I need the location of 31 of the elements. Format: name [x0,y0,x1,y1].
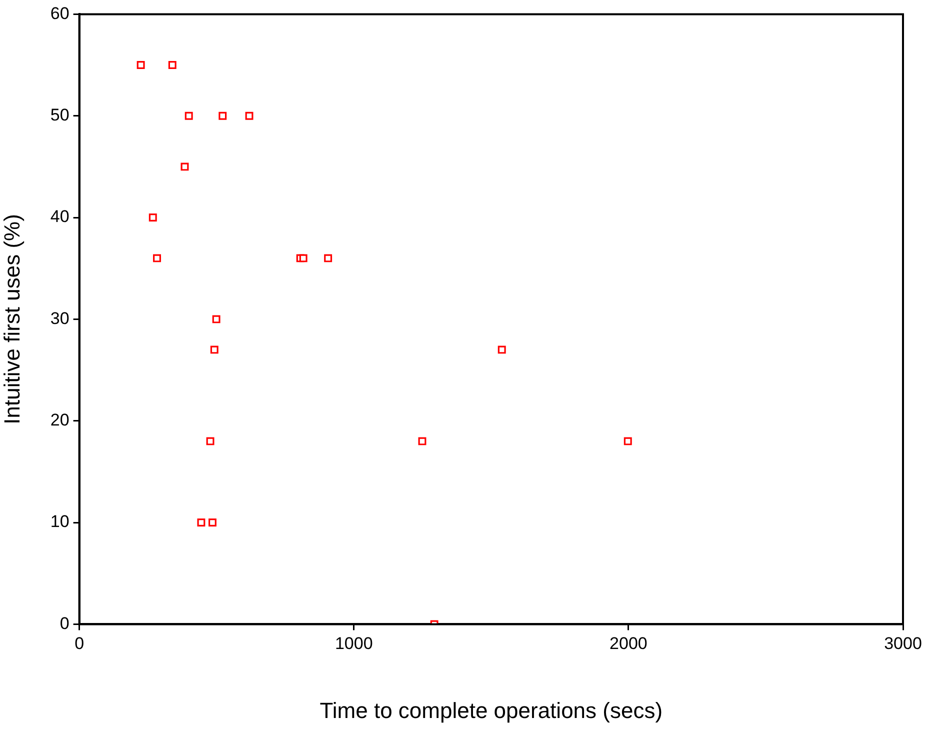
y-axis-title: Intuitive first uses (%) [0,214,24,424]
point [418,437,426,446]
point [212,315,220,324]
y-tick-label: 40 [50,207,70,226]
point [136,61,145,70]
y-tick-label: 0 [60,614,70,633]
point [153,254,161,262]
point [180,162,189,171]
x-axis-title: Time to complete operations (secs) [320,698,663,723]
point [148,214,157,222]
y-tick-label: 60 [50,4,70,23]
x-tick-label: 0 [74,634,84,654]
point [197,518,206,527]
point [299,254,308,262]
point [184,112,193,120]
point [168,61,176,70]
y-tick-label: 10 [50,512,70,532]
y-tick-label: 30 [50,308,70,328]
point [208,518,216,527]
point [245,112,254,120]
point [624,437,632,446]
point [324,254,332,262]
point [206,437,214,446]
y-tick-label: 20 [50,410,70,430]
point [218,112,227,120]
x-tick-label: 1000 [334,634,373,654]
point [210,346,218,354]
y-tick-label: 50 [50,106,70,125]
x-tick-label: 3000 [884,634,922,654]
point [498,346,506,354]
x-tick-label: 2000 [610,634,648,654]
